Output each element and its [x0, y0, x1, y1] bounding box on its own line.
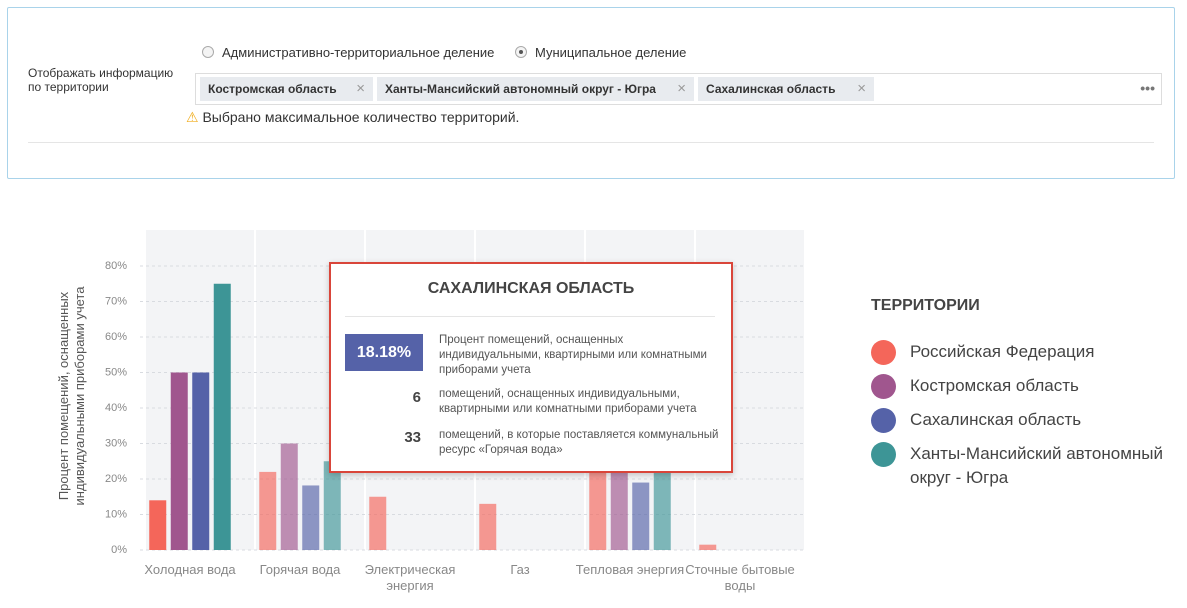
bar [653, 457, 671, 550]
legend-label: Ханты-Мансийский автономный округ - Югра [910, 444, 1163, 487]
tooltip-value: 6 [412, 389, 421, 406]
bar [170, 372, 188, 550]
y-tick-label: 80% [105, 260, 127, 272]
x-tick-label: Электрическая энергия [364, 562, 456, 593]
legend-marker [871, 442, 896, 467]
tag-label: Ханты-Мансийский автономный округ - Югра [385, 82, 656, 96]
legend-marker [871, 340, 896, 365]
y-tick-label: 40% [105, 402, 127, 414]
y-tick-label: 20% [105, 473, 127, 485]
warning: ⚠ Выбрано максимальное количество террит… [186, 109, 519, 126]
radio-label: Административно-территориальное деление [222, 45, 495, 60]
warning-icon: ⚠ [186, 109, 199, 125]
bar [589, 461, 607, 550]
warning-text: Выбрано максимальное количество территор… [202, 109, 520, 125]
bar [323, 461, 341, 550]
legend-marker [871, 408, 896, 433]
x-tick-label: Газ [510, 562, 530, 577]
tooltip-title: САХАЛИНСКАЯ ОБЛАСТЬ [427, 280, 635, 297]
legend-marker [871, 374, 896, 399]
bar [280, 443, 298, 550]
tag-input[interactable]: Костромская область × Ханты-Мансийский ав… [195, 73, 1162, 105]
bar [632, 482, 650, 550]
bar [369, 496, 387, 550]
tag[interactable]: Костромская область × [200, 77, 373, 101]
tag[interactable]: Сахалинская область × [698, 77, 874, 101]
filter-panel: Административно-территориальное деление … [7, 7, 1175, 179]
territory-label: Отображать информацию по территории [28, 66, 174, 94]
tooltip-text: помещений, оснащенных индивидуальными, к… [439, 388, 697, 415]
tooltip-text: помещений, в которые поставляется коммун… [439, 429, 719, 456]
y-tick-label: 0% [111, 544, 127, 556]
x-tick-label: Сточные бытовые воды [685, 562, 795, 593]
more-button[interactable]: ••• [1140, 80, 1155, 96]
bar [149, 500, 167, 550]
radio-option[interactable]: Административно-территориальное деление [202, 45, 494, 60]
bar [610, 464, 628, 550]
x-tick-label: Тепловая энергия [575, 562, 685, 577]
x-tick-label: Холодная вода [144, 562, 236, 577]
y-tick-label: 50% [105, 366, 127, 378]
tag-label: Костромская область [208, 82, 337, 96]
x-tick-label: Горячая вода [259, 562, 341, 577]
bar [192, 372, 210, 550]
divider [345, 316, 715, 317]
divider [28, 142, 1154, 143]
tag[interactable]: Ханты-Мансийский автономный округ - Югра… [377, 77, 694, 101]
bar [213, 283, 231, 550]
y-tick-label: 70% [105, 295, 127, 307]
tooltip-value: 33 [404, 429, 421, 446]
y-axis-label: Процент помещений, оснащенных индивидуал… [56, 286, 87, 506]
tooltip-text: Процент помещений, оснащенных индивидуал… [439, 334, 707, 376]
radio-option[interactable]: Муниципальное деление [515, 45, 686, 60]
bar [302, 485, 320, 550]
legend-label: Российская Федерация [910, 342, 1095, 361]
tooltip: САХАЛИНСКАЯ ОБЛАСТЬ 18.18% Процент помещ… [329, 262, 733, 473]
legend-label: Сахалинская область [910, 410, 1082, 429]
tag-remove[interactable]: × [857, 80, 866, 97]
bar [259, 471, 277, 550]
radio-label: Муниципальное деление [535, 45, 687, 60]
tag-label: Сахалинская область [706, 82, 836, 96]
bar [479, 503, 497, 550]
tag-remove[interactable]: × [677, 80, 686, 97]
legend-title: ТЕРРИТОРИИ [871, 297, 980, 314]
legend-label: Костромская область [910, 376, 1079, 395]
y-tick-label: 30% [105, 437, 127, 449]
tag-remove[interactable]: × [356, 80, 365, 97]
bar [699, 544, 717, 550]
y-tick-label: 10% [105, 508, 127, 520]
y-tick-label: 60% [105, 331, 127, 343]
tooltip-value: 18.18% [345, 334, 423, 371]
